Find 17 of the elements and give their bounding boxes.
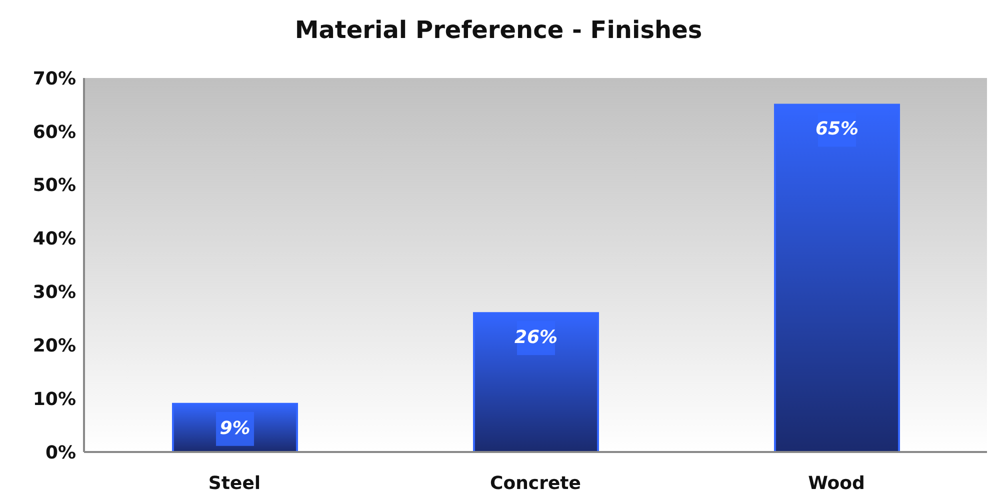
data-label: 9% — [220, 418, 250, 439]
bar — [774, 104, 900, 452]
y-tick-label: 40% — [32, 228, 76, 250]
chart-title: Material Preference - Finishes — [294, 15, 704, 46]
x-tick-label: Steel — [208, 472, 261, 494]
bar — [473, 312, 599, 452]
x-tick-label: Wood — [808, 472, 865, 494]
data-label: 26% — [514, 327, 558, 348]
x-tick-label: Concrete — [490, 472, 581, 494]
data-label: 65% — [815, 118, 859, 140]
y-tick-label: 20% — [32, 336, 76, 357]
y-tick-label: 50% — [32, 175, 76, 196]
y-tick-label: 60% — [32, 122, 76, 143]
y-tick-label: 70% — [32, 68, 76, 90]
y-tick-label: 30% — [32, 282, 76, 304]
y-tick-label: 10% — [32, 388, 76, 410]
y-tick-label: 0% — [45, 442, 76, 464]
